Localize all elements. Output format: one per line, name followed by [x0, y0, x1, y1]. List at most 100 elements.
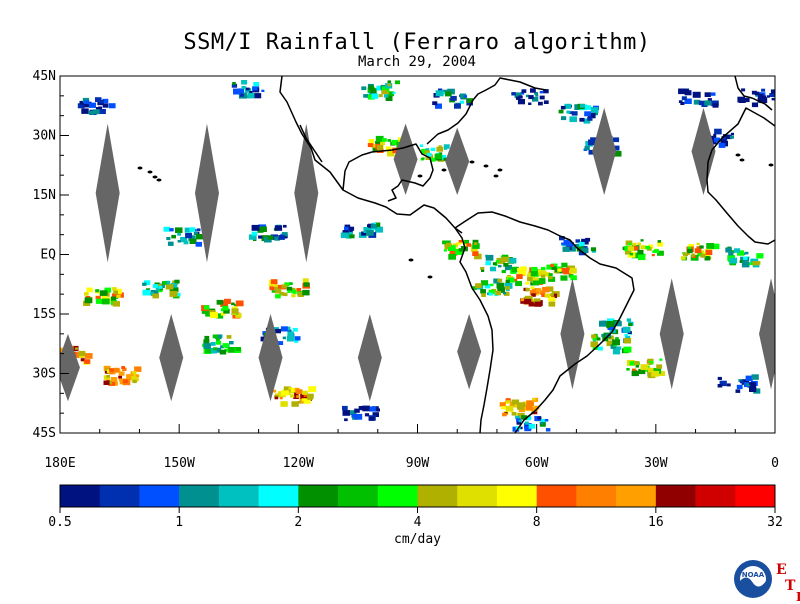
rain-cell — [123, 379, 128, 384]
rain-cell — [537, 416, 542, 420]
rain-cell — [297, 401, 301, 404]
rain-cell — [387, 83, 392, 87]
rain-cell — [601, 333, 606, 338]
rain-cell — [281, 284, 287, 289]
rain-cell — [751, 102, 759, 108]
greenland-coast — [734, 76, 773, 111]
rain-cell — [286, 335, 295, 342]
rain-cell — [261, 89, 265, 92]
rain-cell — [219, 349, 227, 355]
rain-cluster — [678, 88, 719, 108]
rain-cell — [528, 95, 534, 100]
rain-cell — [167, 241, 174, 246]
rain-cell — [584, 111, 591, 117]
north-america-coast — [279, 76, 463, 234]
rain-cell — [658, 371, 666, 376]
rain-cell — [235, 347, 241, 352]
rain-cell — [544, 419, 549, 422]
rain-cell — [574, 244, 579, 248]
rain-cell — [53, 361, 56, 363]
rain-cell — [657, 250, 664, 256]
rain-cell — [505, 398, 511, 402]
orbit-gap — [592, 107, 617, 195]
rain-cell — [142, 282, 147, 286]
rain-cell — [231, 83, 238, 88]
rain-cell — [576, 246, 584, 252]
lat-label: 30N — [33, 129, 56, 144]
rain-cell — [216, 313, 224, 319]
rain-cell — [116, 294, 121, 298]
rain-cell — [514, 404, 518, 408]
rain-cell — [279, 397, 283, 400]
etl-logo-e: E — [776, 562, 787, 578]
rain-cell — [524, 295, 533, 302]
rain-cell — [524, 426, 532, 432]
rain-cell — [559, 236, 565, 241]
rain-cell — [501, 406, 506, 410]
rain-cell — [223, 308, 230, 314]
rain-cluster — [717, 374, 761, 394]
rain-cell — [354, 413, 363, 420]
us-east-coast — [426, 77, 547, 145]
rain-cell — [485, 261, 491, 266]
rain-cell — [361, 86, 367, 91]
baja-peninsula — [299, 124, 323, 163]
rain-cell — [568, 111, 573, 114]
rain-cell — [269, 286, 275, 291]
rain-cell — [485, 254, 494, 261]
rain-cell — [232, 82, 236, 85]
rain-cell — [292, 327, 298, 332]
rain-cell — [222, 343, 229, 348]
rain-cell — [473, 242, 478, 245]
rain-cell — [95, 97, 102, 102]
rain-cell — [551, 293, 557, 299]
rain-cell — [495, 260, 500, 263]
rain-cell — [290, 387, 297, 393]
rain-cell — [79, 100, 85, 105]
rain-cell — [693, 99, 701, 105]
rain-cell — [79, 354, 85, 358]
rain-cell — [287, 290, 291, 293]
island — [739, 158, 745, 162]
rain-cluster — [231, 80, 265, 99]
lon-label: 120W — [283, 456, 314, 471]
rain-cell — [696, 242, 700, 246]
rain-cell — [438, 88, 443, 92]
rain-cluster — [537, 262, 577, 282]
rain-cell — [284, 282, 290, 287]
rain-cell — [287, 329, 292, 333]
rain-cell — [515, 415, 520, 420]
rain-cell — [474, 253, 482, 260]
rain-cell — [749, 381, 754, 385]
rain-cell — [183, 240, 189, 245]
rain-cell — [659, 358, 663, 361]
rain-cell — [425, 148, 430, 151]
rain-cell — [189, 238, 197, 244]
rain-cell — [730, 132, 734, 136]
rain-cell — [625, 335, 631, 340]
rain-cell — [216, 338, 220, 341]
colorbar-swatch — [338, 485, 379, 507]
rain-cell — [534, 92, 538, 95]
rain-cell — [544, 272, 550, 277]
rain-cell — [678, 100, 683, 103]
rain-cell — [302, 278, 309, 283]
rain-cell — [590, 137, 597, 143]
colorbar-label: 8 — [533, 515, 541, 530]
rain-cell — [196, 228, 201, 232]
rain-cell — [443, 157, 448, 161]
rain-cell — [548, 273, 553, 277]
rain-cell — [280, 326, 288, 332]
rain-cell — [281, 232, 288, 237]
rain-cell — [111, 293, 119, 298]
rain-cell — [110, 377, 118, 382]
island-layer — [137, 153, 774, 279]
rain-cell — [302, 289, 310, 296]
rain-cell — [84, 297, 93, 304]
rain-cell — [278, 235, 285, 240]
rain-cell — [114, 288, 122, 295]
rain-cluster — [272, 386, 317, 407]
rain-cluster — [599, 318, 634, 339]
rain-cell — [280, 401, 288, 407]
rain-cell — [680, 256, 686, 260]
